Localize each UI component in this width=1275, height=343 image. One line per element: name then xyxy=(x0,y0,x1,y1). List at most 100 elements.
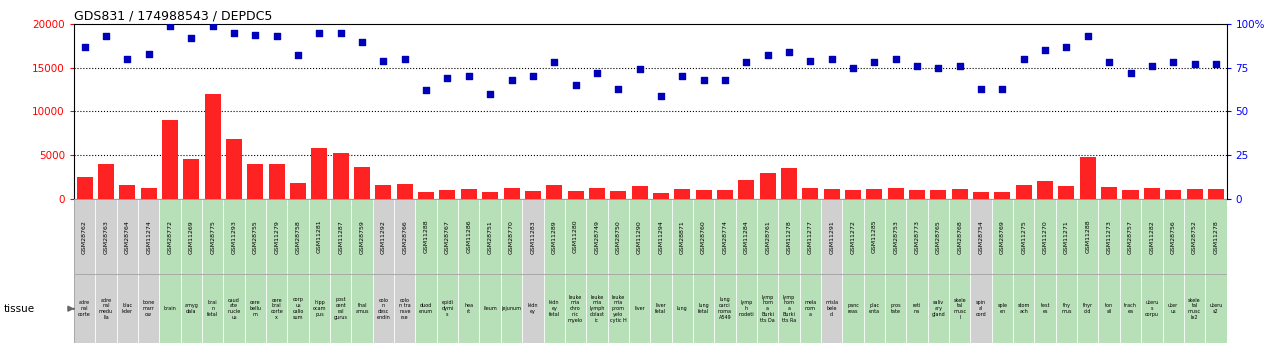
Point xyxy=(288,53,309,58)
Bar xyxy=(116,274,138,343)
Bar xyxy=(629,199,650,274)
Text: GSM28754: GSM28754 xyxy=(979,220,983,253)
Bar xyxy=(397,184,413,199)
Text: GSM11278: GSM11278 xyxy=(1214,220,1219,253)
Bar xyxy=(1034,199,1056,274)
Text: GSM11275: GSM11275 xyxy=(1021,220,1026,253)
Bar xyxy=(760,173,775,199)
Bar xyxy=(479,274,501,343)
Bar xyxy=(608,199,629,274)
Text: test
es: test es xyxy=(1040,303,1049,314)
Bar xyxy=(586,274,608,343)
Point xyxy=(544,60,565,65)
Point xyxy=(479,91,500,97)
Text: GSM11294: GSM11294 xyxy=(658,220,663,253)
Bar xyxy=(692,274,714,343)
Bar xyxy=(821,274,843,343)
Bar xyxy=(352,199,372,274)
Text: GSM28760: GSM28760 xyxy=(701,220,706,253)
Bar xyxy=(162,120,179,199)
Bar xyxy=(992,274,1014,343)
Text: thy
mus: thy mus xyxy=(1061,303,1072,314)
Point xyxy=(266,34,287,39)
Bar xyxy=(692,199,714,274)
Bar xyxy=(1122,190,1139,199)
Text: GSM11271: GSM11271 xyxy=(1063,220,1068,253)
Point xyxy=(928,65,949,71)
Bar xyxy=(1099,199,1119,274)
Bar xyxy=(1080,157,1095,199)
Bar xyxy=(372,274,394,343)
Point xyxy=(1141,63,1162,69)
Bar xyxy=(885,274,907,343)
Bar xyxy=(863,274,885,343)
Text: GSM11285: GSM11285 xyxy=(872,220,877,253)
Text: jejunum: jejunum xyxy=(501,306,521,311)
Bar xyxy=(460,189,477,199)
Text: GSM11278: GSM11278 xyxy=(787,220,792,253)
Text: GSM11272: GSM11272 xyxy=(850,220,856,253)
Bar xyxy=(1205,274,1227,343)
Bar xyxy=(375,185,391,199)
Bar xyxy=(330,199,352,274)
Text: stom
ach: stom ach xyxy=(1017,303,1030,314)
Text: blac
kder: blac kder xyxy=(121,303,133,314)
Point xyxy=(523,74,543,79)
Text: GSM11284: GSM11284 xyxy=(743,220,748,253)
Text: GSM11274: GSM11274 xyxy=(147,220,152,253)
Bar xyxy=(394,199,416,274)
Point xyxy=(74,44,94,49)
Bar xyxy=(504,188,519,199)
Text: skele
tal
musc
l: skele tal musc l xyxy=(954,297,966,320)
Bar xyxy=(970,199,992,274)
Bar xyxy=(138,199,159,274)
Point xyxy=(970,86,991,92)
Bar xyxy=(674,189,690,199)
Bar xyxy=(437,274,458,343)
Text: GSM11288: GSM11288 xyxy=(1085,220,1090,253)
Bar xyxy=(266,199,287,274)
Bar xyxy=(76,177,93,199)
Bar xyxy=(116,199,138,274)
Bar xyxy=(1014,199,1034,274)
Text: GSM11282: GSM11282 xyxy=(1149,220,1154,253)
Text: ton
sil: ton sil xyxy=(1105,303,1113,314)
Text: GSM28767: GSM28767 xyxy=(445,220,450,253)
Text: GSM28769: GSM28769 xyxy=(1000,220,1005,253)
Text: GSM11273: GSM11273 xyxy=(1107,220,1112,253)
Point xyxy=(843,65,863,71)
Bar xyxy=(546,185,562,199)
Bar xyxy=(418,192,434,199)
Text: pros
tate: pros tate xyxy=(890,303,901,314)
Bar xyxy=(245,199,266,274)
Point xyxy=(1206,61,1227,67)
Text: GSM11279: GSM11279 xyxy=(274,220,279,253)
Bar xyxy=(226,140,242,199)
Point xyxy=(650,93,671,98)
Text: uter
us: uter us xyxy=(1168,303,1178,314)
Bar xyxy=(1205,199,1227,274)
Text: GSM28770: GSM28770 xyxy=(509,220,514,253)
Bar xyxy=(1187,189,1202,199)
Text: caud
ate
nucle
us: caud ate nucle us xyxy=(227,297,241,320)
Point xyxy=(630,67,650,72)
Bar xyxy=(589,188,604,199)
Bar xyxy=(631,186,648,199)
Bar xyxy=(931,190,946,199)
Bar xyxy=(949,199,970,274)
Text: misla
bele
d: misla bele d xyxy=(825,300,838,317)
Point xyxy=(821,56,842,62)
Bar xyxy=(289,183,306,199)
Text: GSM11270: GSM11270 xyxy=(1043,220,1048,253)
Bar xyxy=(1077,274,1099,343)
Bar xyxy=(1141,274,1163,343)
Bar xyxy=(525,191,541,199)
Text: spin
al
cord: spin al cord xyxy=(975,300,987,317)
Bar xyxy=(799,199,821,274)
Bar xyxy=(1119,199,1141,274)
Bar xyxy=(482,192,499,199)
Point xyxy=(715,77,736,83)
Text: lung: lung xyxy=(677,306,687,311)
Bar xyxy=(269,164,284,199)
Text: GSM28759: GSM28759 xyxy=(360,220,365,253)
